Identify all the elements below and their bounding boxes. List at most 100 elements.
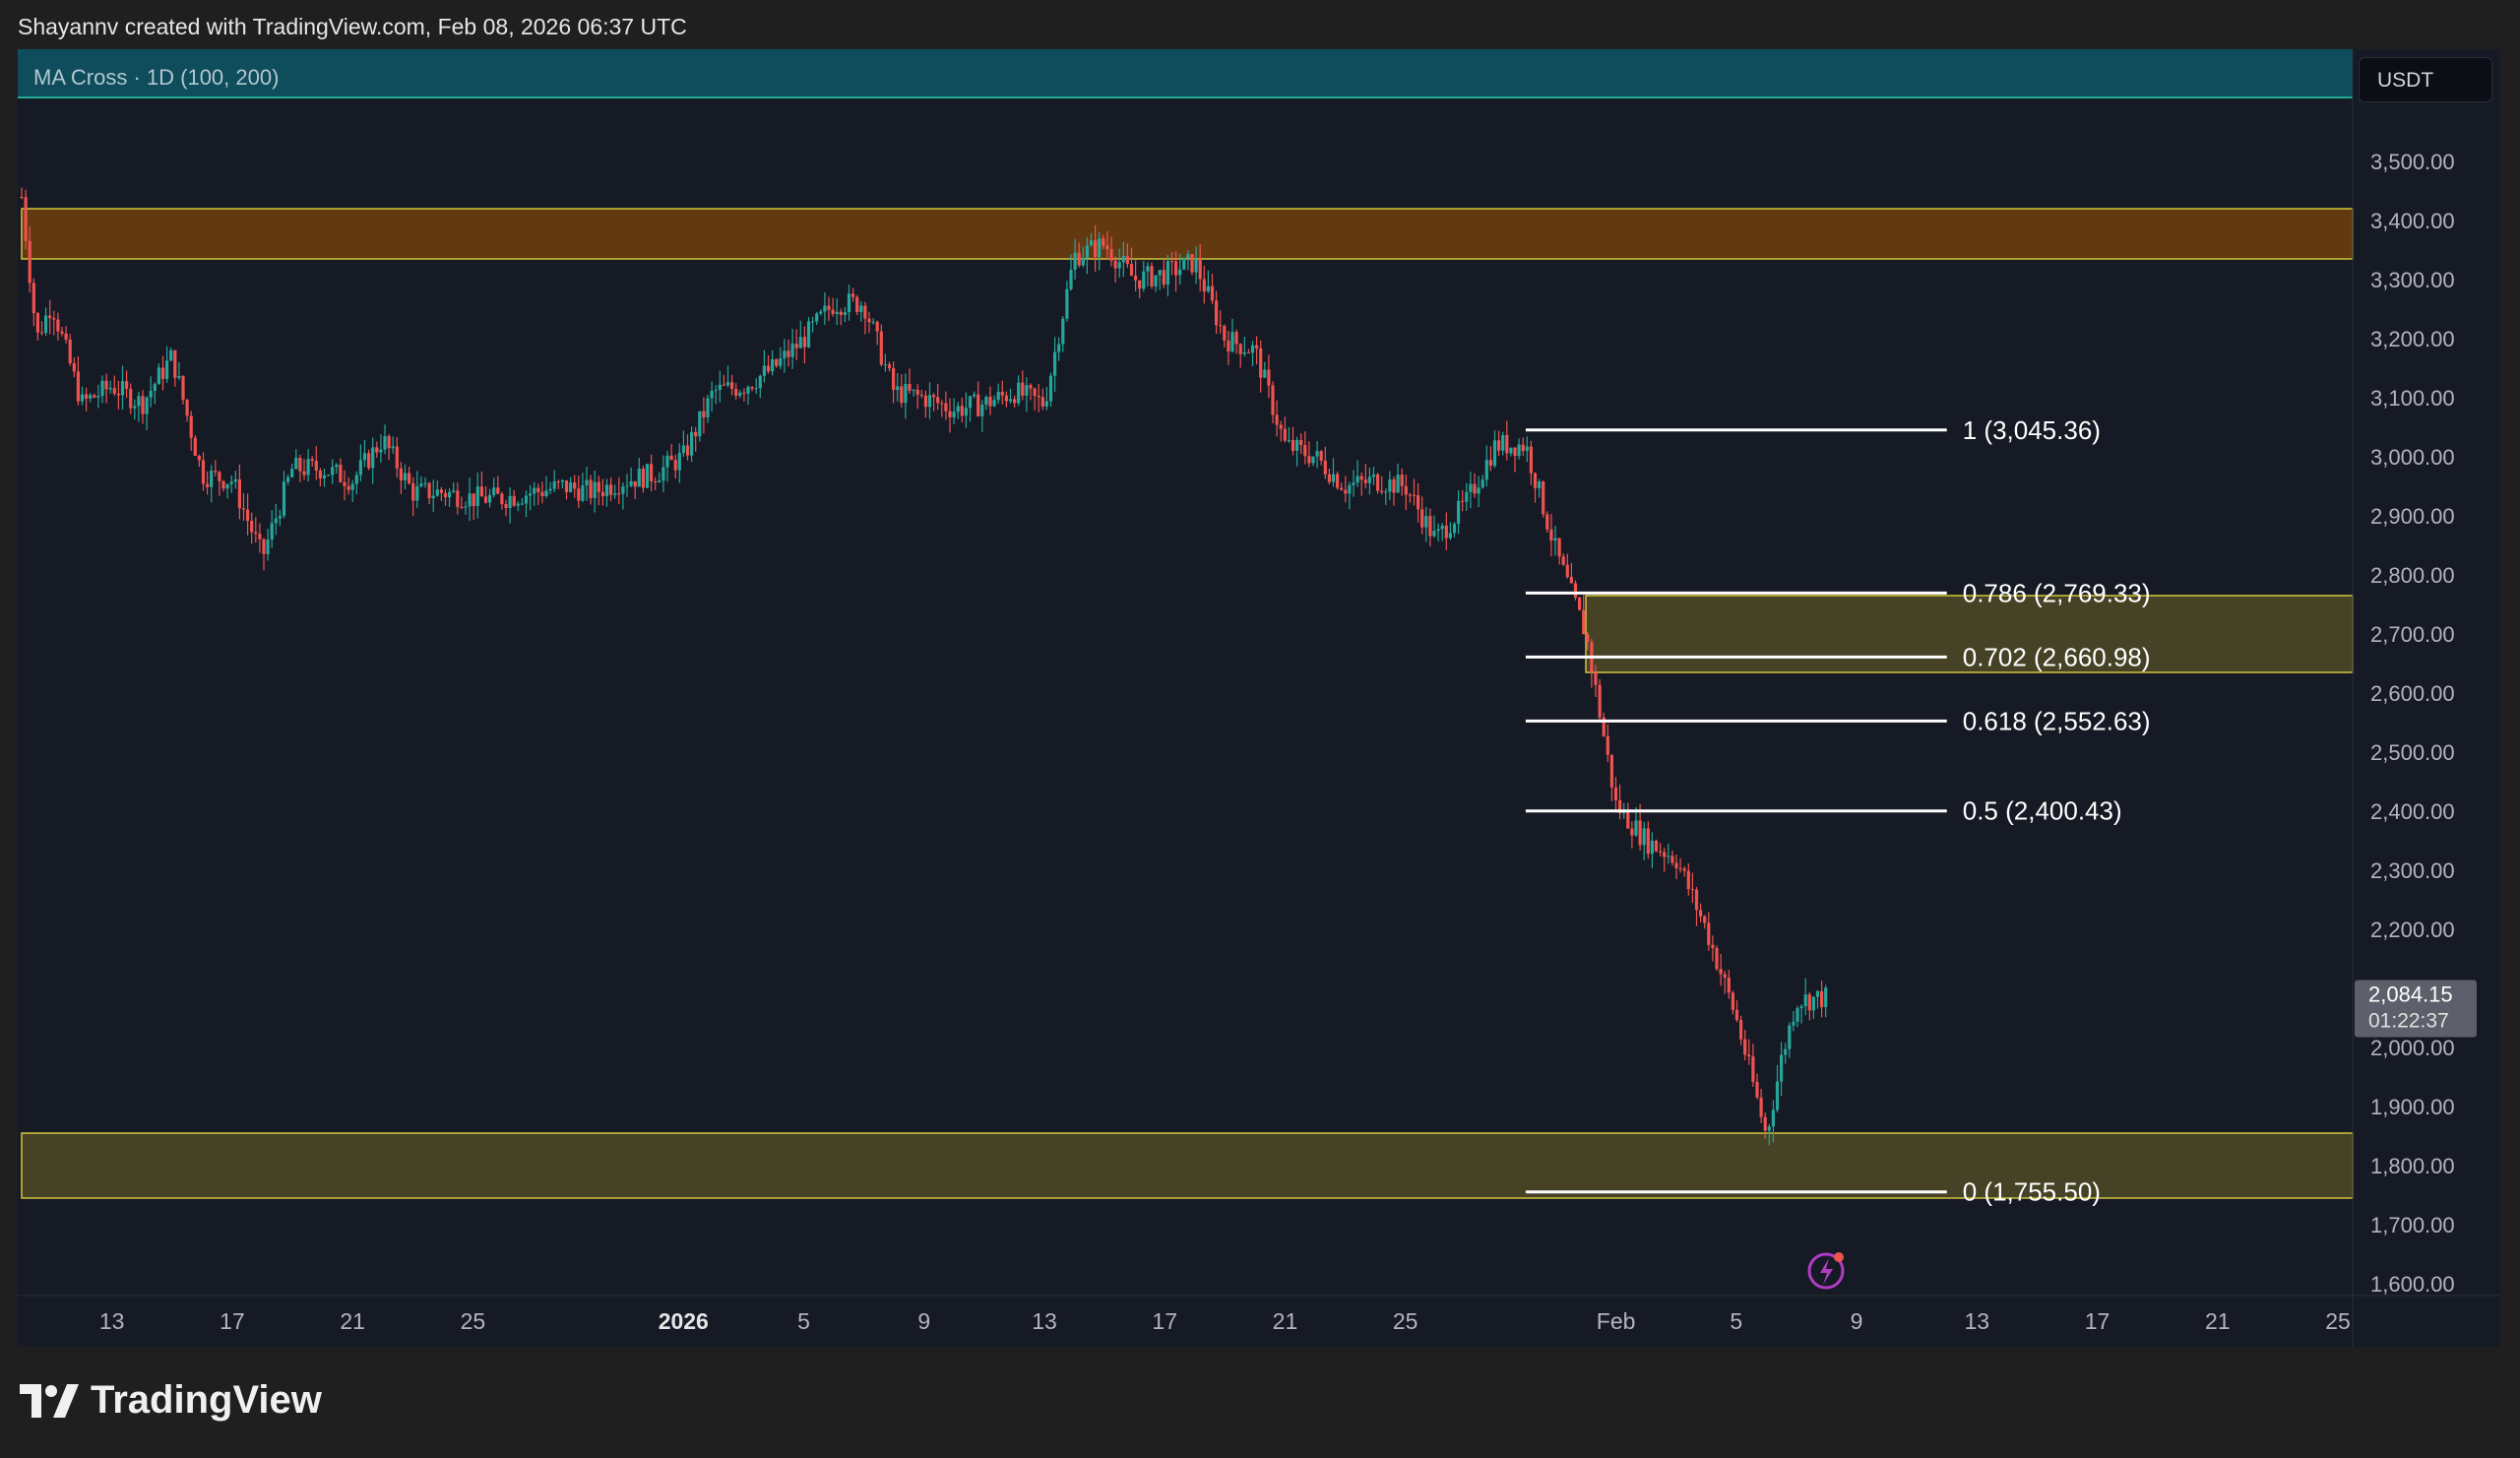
- candle: [585, 467, 589, 501]
- candle: [1436, 523, 1440, 541]
- candle: [1811, 995, 1815, 1020]
- y-tick-label: 3,400.00: [2370, 209, 2455, 233]
- candle: [125, 370, 129, 399]
- candle: [1457, 489, 1461, 535]
- candle: [1371, 466, 1376, 485]
- candle: [1283, 416, 1287, 443]
- candle: [621, 482, 625, 510]
- candle: [218, 471, 221, 496]
- x-tick-label: 5: [1730, 1308, 1742, 1334]
- candle: [754, 378, 758, 395]
- candle: [556, 479, 560, 490]
- candle: [1678, 857, 1682, 873]
- candle: [1529, 440, 1533, 485]
- zone-supply[interactable]: [21, 208, 2354, 260]
- candle: [1780, 1042, 1784, 1097]
- candle: [1715, 945, 1719, 972]
- indicator-bar[interactable]: [18, 49, 2353, 98]
- candle: [1538, 478, 1542, 498]
- candle: [996, 383, 1000, 405]
- candle: [742, 388, 746, 402]
- candle: [1190, 253, 1194, 276]
- zone-demand[interactable]: [21, 1132, 2354, 1199]
- candle: [460, 496, 464, 510]
- candle: [1432, 515, 1436, 539]
- candle: [1008, 388, 1013, 404]
- candle: [1380, 475, 1384, 495]
- fib-label-1: 1 (3,045.36): [1963, 415, 2101, 445]
- fib-layer: 1 (3,045.36) 0.786 (2,769.33) 0.702 (2,660…: [1525, 415, 2151, 1207]
- candle: [229, 475, 233, 493]
- candle: [1085, 237, 1089, 275]
- candle: [892, 361, 896, 404]
- candle: [783, 339, 787, 373]
- candle: [1727, 970, 1731, 999]
- candle: [100, 375, 104, 404]
- chart-frame: [18, 49, 2500, 1347]
- x-tick-label: 9: [917, 1308, 930, 1334]
- candle: [214, 460, 218, 476]
- candle: [129, 383, 133, 414]
- candle: [1174, 251, 1178, 292]
- candle: [908, 368, 912, 394]
- candle: [811, 316, 815, 333]
- candle: [201, 452, 206, 491]
- tradingview-logo-text: TradingView: [91, 1378, 322, 1422]
- fib-label-0.5: 0.5 (2,400.43): [1963, 796, 2122, 826]
- candle: [262, 538, 266, 571]
- indicator-label[interactable]: MA Cross · 1D (100, 200): [33, 65, 280, 90]
- candle: [1396, 463, 1400, 493]
- last-price-tag[interactable]: 2,084.15 01:22:37: [2355, 980, 2477, 1038]
- candle: [823, 291, 827, 325]
- candle: [867, 311, 871, 334]
- x-tick-label: 17: [1152, 1308, 1177, 1334]
- candle: [771, 350, 775, 376]
- y-tick-label: 2,600.00: [2370, 681, 2455, 706]
- candle: [1363, 464, 1367, 489]
- currency-selector[interactable]: USDT: [2359, 57, 2492, 102]
- candle: [472, 493, 475, 521]
- candle: [944, 391, 948, 420]
- candle: [1307, 441, 1311, 468]
- candle: [298, 454, 302, 482]
- alert-icon[interactable]: [1807, 1252, 1845, 1290]
- candle: [779, 347, 783, 369]
- candle: [1129, 247, 1134, 277]
- candle: [1542, 480, 1545, 518]
- candle: [258, 523, 262, 553]
- candle: [145, 396, 149, 431]
- candle: [1040, 388, 1044, 411]
- candle: [254, 517, 258, 543]
- candle: [762, 349, 766, 383]
- candle: [1784, 1043, 1788, 1064]
- candle: [233, 471, 237, 489]
- candle: [327, 474, 331, 476]
- candle: [1102, 234, 1105, 250]
- candle: [625, 474, 629, 497]
- candle: [1452, 522, 1457, 538]
- candle: [322, 468, 327, 487]
- candle: [1488, 446, 1492, 472]
- candle: [1259, 340, 1263, 393]
- candle: [1771, 1100, 1775, 1143]
- candle: [1021, 370, 1025, 401]
- candle: [1598, 678, 1602, 723]
- candle: [415, 471, 419, 509]
- candle: [569, 476, 573, 493]
- candle: [160, 355, 165, 391]
- candle: [1057, 337, 1061, 361]
- candle: [633, 480, 637, 499]
- candle: [1799, 1004, 1803, 1024]
- candle: [1105, 230, 1109, 260]
- candle: [1081, 246, 1085, 268]
- candle: [964, 392, 968, 428]
- candle: [1767, 1123, 1771, 1146]
- candle: [1606, 724, 1609, 763]
- x-tick-label: 13: [99, 1308, 125, 1334]
- candle: [758, 374, 762, 399]
- candle: [1792, 1011, 1796, 1032]
- candle: [1711, 935, 1715, 962]
- candle: [1719, 954, 1723, 986]
- candle: [980, 400, 984, 432]
